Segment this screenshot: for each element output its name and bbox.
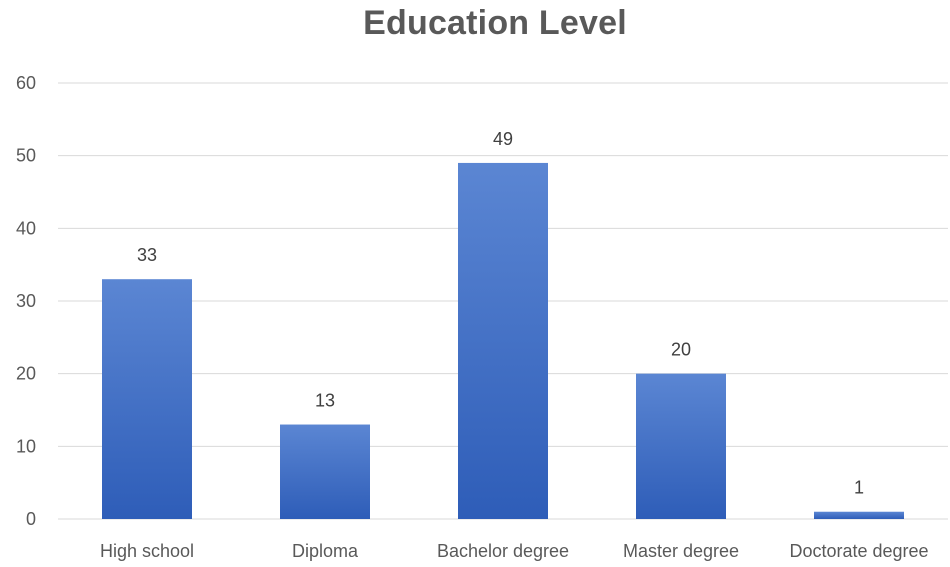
y-tick-label: 50 [16,146,36,166]
bar [458,162,548,519]
y-axis-ticks: 0 10 20 30 40 50 60 [16,73,36,529]
bar-value-label: 13 [315,391,335,411]
bar-value-label: 1 [854,478,864,498]
bar-value-label: 33 [137,245,157,265]
x-tick-label: Diploma [292,541,359,561]
bar [636,373,726,519]
x-tick-label: Bachelor degree [437,541,569,561]
bar-value-label: 20 [671,340,691,360]
bar-value-label: 49 [493,129,513,149]
y-tick-label: 60 [16,73,36,93]
x-tick-label: Master degree [623,541,739,561]
x-axis-ticks: High school Diploma Bachelor degree Master … [100,541,929,561]
x-tick-label: High school [100,541,194,561]
data-labels: 33 13 49 20 1 [137,129,864,498]
bar [814,511,904,519]
y-tick-label: 0 [26,509,36,529]
x-tick-label: Doctorate degree [789,541,928,561]
bar [280,424,370,519]
y-tick-label: 30 [16,291,36,311]
bars [102,162,904,519]
y-tick-label: 20 [16,364,36,384]
chart-title: Education Level [363,4,627,42]
y-tick-label: 40 [16,218,36,238]
y-tick-label: 10 [16,436,36,456]
bar [102,279,192,519]
